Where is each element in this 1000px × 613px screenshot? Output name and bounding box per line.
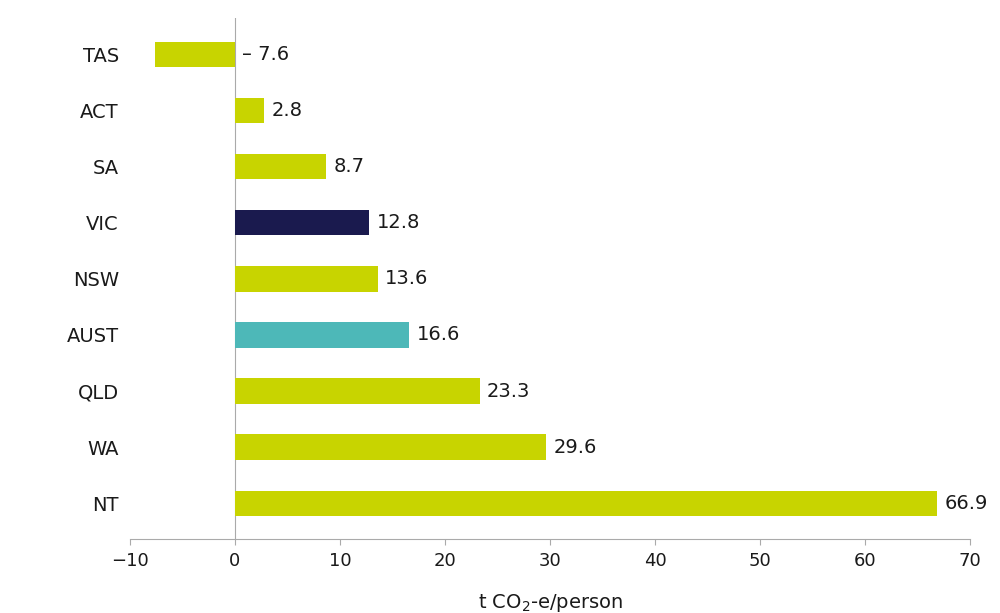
Bar — [235, 154, 326, 180]
Text: t CO$_2$-e/person: t CO$_2$-e/person — [478, 592, 622, 613]
Bar — [235, 378, 480, 403]
Text: 16.6: 16.6 — [417, 326, 460, 345]
Text: 12.8: 12.8 — [377, 213, 420, 232]
Bar — [235, 322, 409, 348]
Text: 66.9: 66.9 — [945, 493, 988, 512]
Bar — [235, 210, 369, 235]
Text: 23.3: 23.3 — [487, 381, 530, 400]
Bar — [235, 435, 546, 460]
Text: 13.6: 13.6 — [385, 270, 429, 288]
Text: 8.7: 8.7 — [334, 158, 365, 177]
Bar — [235, 98, 264, 123]
Bar — [235, 490, 937, 516]
Text: 29.6: 29.6 — [553, 438, 597, 457]
Text: – 7.6: – 7.6 — [242, 45, 289, 64]
Text: 2.8: 2.8 — [272, 101, 303, 120]
Bar — [235, 266, 378, 292]
Bar — [155, 42, 235, 67]
